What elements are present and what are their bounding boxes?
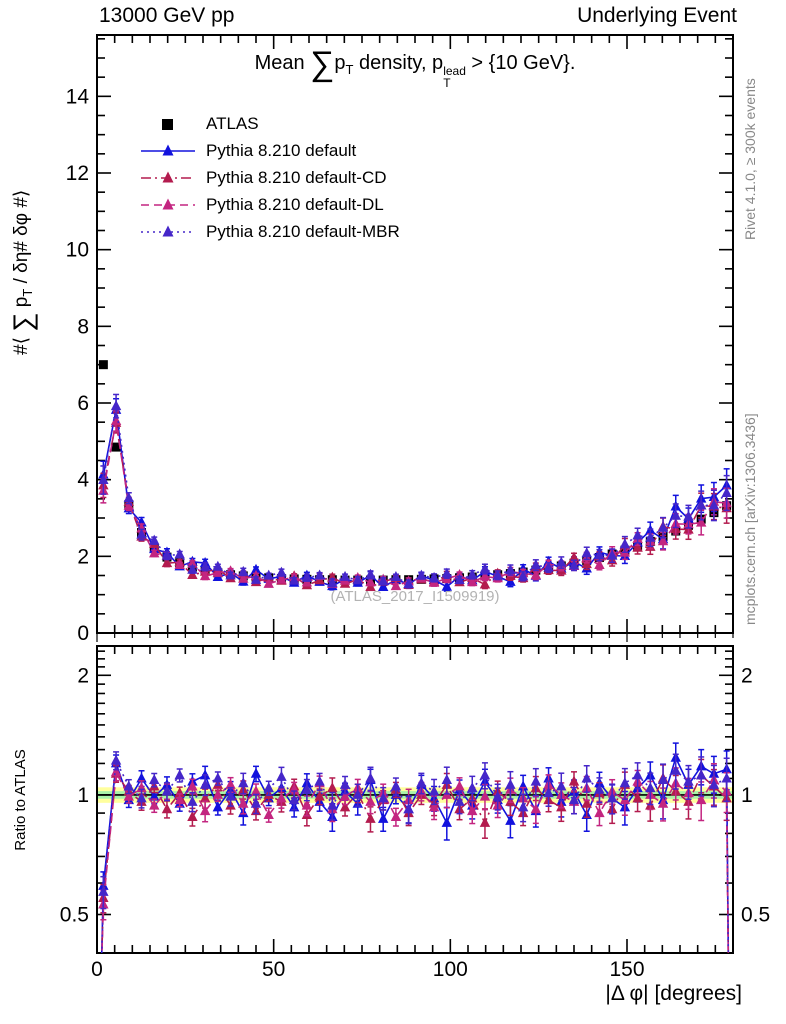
side-note-mcplots: mcplots.cern.ch [arXiv:1306.3436]	[742, 413, 758, 625]
svg-text:0: 0	[77, 622, 89, 645]
svg-text:4: 4	[77, 469, 89, 492]
svg-text:0: 0	[91, 958, 103, 981]
legend-row-default: Pythia 8.210 default	[140, 137, 400, 164]
svg-text:0.5: 0.5	[60, 903, 89, 926]
svg-text:10: 10	[66, 239, 89, 262]
legend-row-atlas: ATLAS	[140, 110, 400, 137]
svg-text:2: 2	[741, 664, 753, 687]
legend: ATLAS Pythia 8.210 default Pythia 8.210 …	[140, 110, 400, 245]
legend-label: ATLAS	[206, 113, 259, 133]
svg-text:12: 12	[66, 162, 89, 185]
side-note-rivet: Rivet 4.1.0, ≥ 300k events	[742, 78, 758, 240]
svg-text:150: 150	[609, 958, 644, 981]
x-axis-label: |Δ φ| [degrees]	[605, 982, 742, 1005]
legend-row-default-cd: Pythia 8.210 default-CD	[140, 164, 400, 191]
plot-title: Mean ∑pT density, p lead T > {10 GeV}.	[254, 45, 576, 90]
series-marker-icon	[141, 171, 195, 182]
svg-text:100: 100	[433, 958, 468, 981]
legend-label: Pythia 8.210 default-CD	[206, 167, 387, 187]
legend-label: Pythia 8.210 default	[206, 140, 357, 160]
legend-row-default-mbr: Pythia 8.210 default-MBR	[140, 218, 400, 245]
y-axis-label-main: #⟨ ∑ pT / δη# δφ #⟩	[8, 189, 38, 355]
svg-text:2: 2	[77, 545, 89, 568]
series-marker-icon	[141, 198, 195, 209]
analysis-id-watermark: (ATLAS_2017_I1509919)	[330, 588, 500, 605]
atlas-marker-icon	[162, 118, 173, 130]
y-axis-label-ratio: Ratio to ATLAS	[12, 749, 29, 851]
sum-symbol: ∑	[310, 45, 335, 83]
svg-text:50: 50	[262, 958, 285, 981]
legend-row-default-dl: Pythia 8.210 default-DL	[140, 191, 400, 218]
svg-text:6: 6	[77, 392, 89, 415]
svg-text:2: 2	[77, 664, 89, 687]
svg-text:1: 1	[741, 784, 753, 807]
svg-text:14: 14	[66, 85, 90, 108]
svg-text:8: 8	[77, 315, 89, 338]
legend-label: Pythia 8.210 default-MBR	[206, 221, 400, 241]
svg-text:0.5: 0.5	[741, 903, 770, 926]
svg-text:1: 1	[77, 784, 89, 807]
legend-label: Pythia 8.210 default-DL	[206, 194, 384, 214]
analysis-group-label: Underlying Event	[577, 4, 737, 27]
series-marker-icon	[141, 225, 195, 236]
series-marker-icon	[141, 144, 195, 155]
beam-energy-label: 13000 GeV pp	[99, 4, 235, 27]
sum-symbol: ∑	[8, 312, 38, 332]
